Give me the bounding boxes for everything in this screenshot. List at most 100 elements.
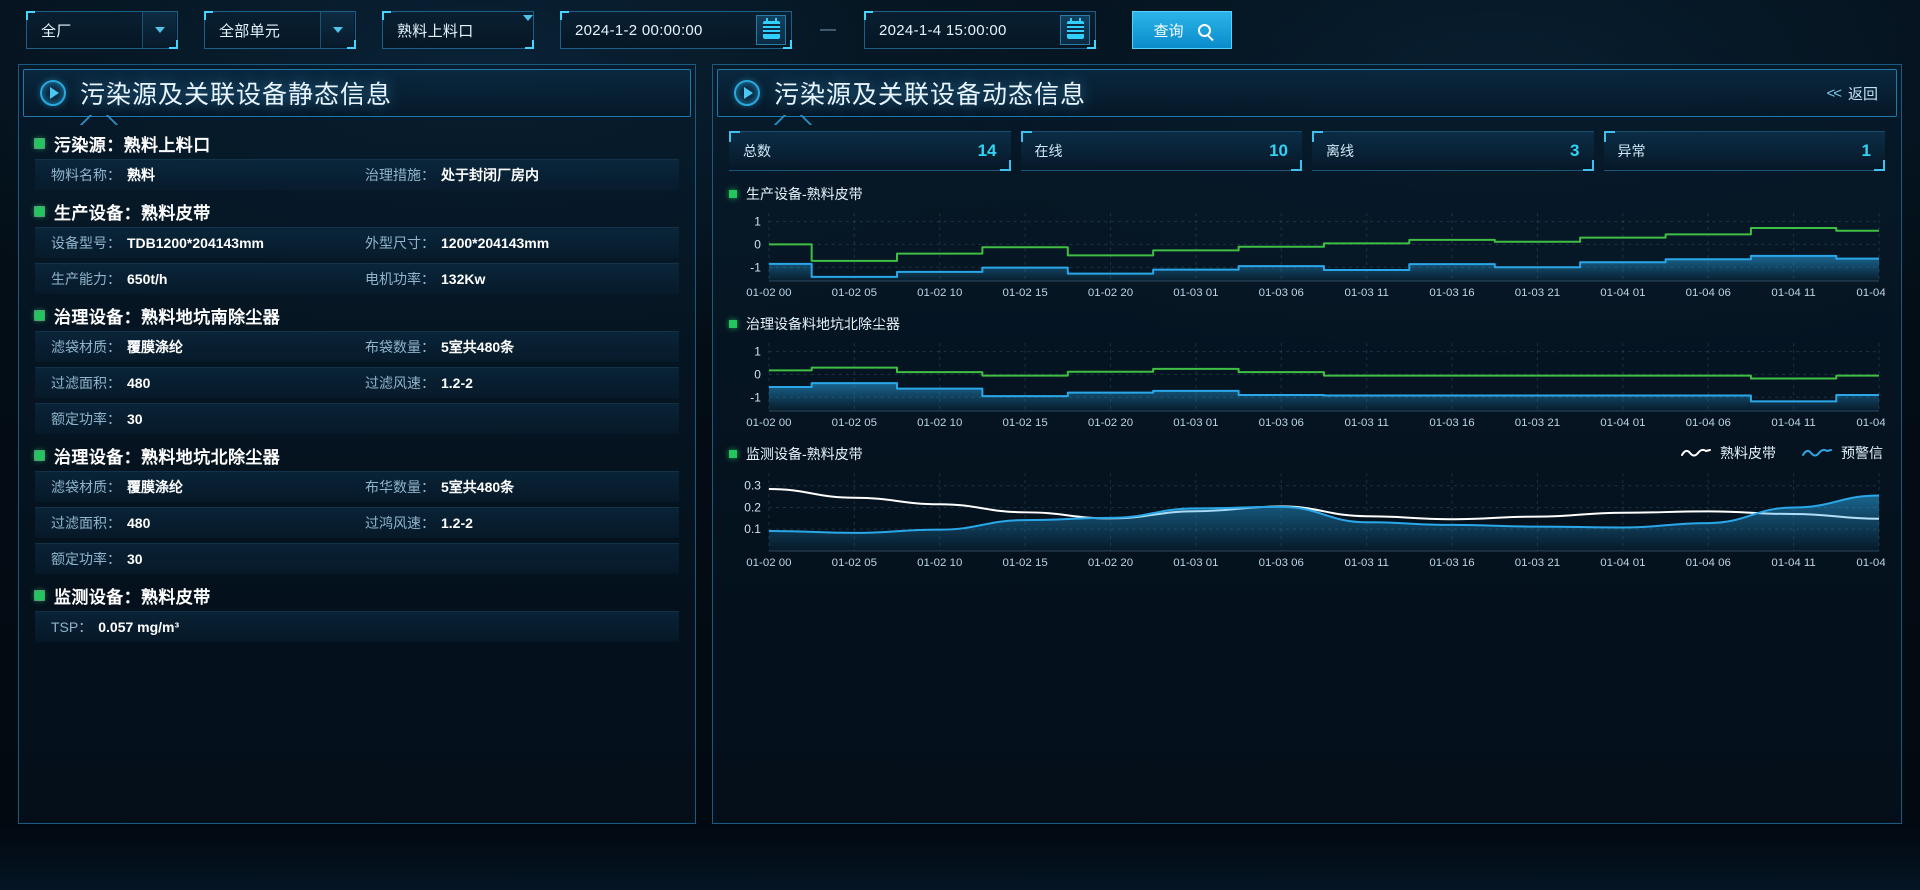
info-value: 132Kw bbox=[441, 271, 486, 287]
info-value: 0.057 mg/m³ bbox=[98, 619, 180, 635]
info-row: 过滤面积： 480 过滤风速： 1.2-2 bbox=[35, 367, 679, 398]
back-button-label: 返回 bbox=[1847, 85, 1878, 103]
play-icon bbox=[734, 80, 760, 106]
y-tick-label: -1 bbox=[750, 260, 761, 274]
unit-select[interactable]: 全部单元 bbox=[204, 11, 356, 49]
filter-toolbar: 全厂 全部单元 熟料上料口 2024-1-2 00:00:00 — 2024-1… bbox=[0, 0, 1920, 60]
section-heading: 治理设备：熟料地坑北除尘器 bbox=[34, 439, 679, 471]
chevron-down-icon[interactable] bbox=[320, 12, 354, 48]
legend-item[interactable]: 熟料皮带 bbox=[1681, 443, 1776, 463]
static-info-title: 污染源及关联设备静态信息 bbox=[80, 81, 393, 109]
charts-container: 生产设备-熟料皮带 1 0 -1 01-02 00 01-02 05 01-02 10 01-… bbox=[713, 181, 1901, 571]
info-cell: 额定功率： 30 bbox=[51, 409, 679, 429]
static-info-panel: 污染源及关联设备静态信息 污染源：熟料上料口 物料名称： 熟料 治理措施： 处于封闭厂房… bbox=[18, 64, 696, 824]
static-info-list: 污染源：熟料上料口 物料名称： 熟料 治理措施： 处于封闭厂房内 生产设备：熟料皮带 设备型… bbox=[34, 127, 679, 642]
legend-label: 预警信 bbox=[1841, 445, 1883, 461]
back-chevron-icon: << bbox=[1826, 84, 1841, 102]
info-value: 30 bbox=[127, 551, 143, 567]
info-cell: 设备型号： TDB1200*204143mm bbox=[51, 233, 365, 253]
chart-plot: 1 0 -1 01-02 00 01-02 05 01-02 10 01-02 15 01-0… bbox=[746, 343, 1885, 429]
x-tick-label: 01-03 16 bbox=[1429, 417, 1474, 429]
x-tick-label: 01-02 20 bbox=[1088, 557, 1133, 569]
info-key: 布袋数量： bbox=[365, 339, 435, 355]
chart-block: 生产设备-熟料皮带 1 0 -1 01-02 00 01-02 05 01-02 10 01-… bbox=[729, 181, 1885, 301]
x-tick-label: 01-04 11 bbox=[1771, 287, 1815, 299]
series-line bbox=[768, 382, 1880, 403]
info-key: 外型尺寸： bbox=[365, 235, 435, 251]
info-key: 过滤面积： bbox=[51, 375, 121, 391]
calendar-icon[interactable] bbox=[756, 15, 786, 45]
end-date-input[interactable]: 2024-1-4 15:00:00 bbox=[864, 11, 1096, 49]
series-line bbox=[768, 227, 1880, 262]
series-area bbox=[768, 495, 1880, 551]
stat-box[interactable]: 异常 1 bbox=[1603, 131, 1885, 171]
x-tick-label: 01-03 06 bbox=[1259, 287, 1304, 299]
plant-select[interactable]: 全厂 bbox=[26, 11, 178, 49]
stat-value: 1 bbox=[1861, 141, 1871, 160]
date-range-separator: — bbox=[820, 21, 836, 38]
x-tick-label: 01-03 21 bbox=[1515, 557, 1560, 569]
info-key: 额定功率： bbox=[51, 551, 121, 567]
stat-box[interactable]: 在线 10 bbox=[1020, 131, 1302, 171]
info-value: 处于封闭厂房内 bbox=[441, 167, 539, 183]
stat-value: 3 bbox=[1570, 141, 1580, 160]
info-row: 生产能力： 650t/h 电机功率： 132Kw bbox=[35, 263, 679, 294]
x-tick-label: 01-02 00 bbox=[746, 557, 791, 569]
y-tick-label: 1 bbox=[754, 215, 761, 229]
x-tick-label: 01-02 10 bbox=[917, 557, 962, 569]
x-tick-label: 01-04 11 bbox=[1771, 557, 1815, 569]
device-status-stats: 总数 14 在线 10 离线 3 异常 1 bbox=[729, 131, 1885, 171]
legend-item[interactable]: 预警信 bbox=[1802, 443, 1883, 463]
info-row: 过滤面积： 480 过鸿风速： 1.2-2 bbox=[35, 507, 679, 538]
info-row: 物料名称： 熟料 治理措施： 处于封闭厂房内 bbox=[35, 159, 679, 190]
search-button[interactable]: 查询 bbox=[1132, 11, 1232, 49]
section-heading-label: 治理设备：熟料地坑北除尘器 bbox=[54, 447, 281, 467]
y-tick-label: 0.1 bbox=[744, 522, 761, 536]
chevron-down-icon[interactable] bbox=[523, 15, 533, 39]
info-cell: 布华数量： 5室共480条 bbox=[365, 477, 679, 497]
info-cell: 生产能力： 650t/h bbox=[51, 269, 365, 289]
info-row: TSP： 0.057 mg/m³ bbox=[35, 611, 679, 642]
y-tick-label: 1 bbox=[754, 345, 761, 359]
info-key: 过鸿风速： bbox=[365, 515, 435, 531]
x-tick-label: 01-04 01 bbox=[1600, 287, 1645, 299]
dynamic-info-panel: 污染源及关联设备动态信息 << 返回 总数 14 在线 10 离线 3 异常 1 生产设备-熟… bbox=[712, 64, 1902, 824]
info-value: 1.2-2 bbox=[441, 515, 473, 531]
stat-box[interactable]: 总数 14 bbox=[729, 131, 1011, 171]
back-button[interactable]: << 返回 bbox=[1826, 83, 1878, 104]
section-heading: 污染源：熟料上料口 bbox=[34, 127, 679, 159]
x-tick-label: 01-02 10 bbox=[917, 287, 962, 299]
legend-swatch-icon bbox=[1802, 448, 1832, 457]
info-row: 额定功率： 30 bbox=[35, 403, 679, 434]
info-key: 治理措施： bbox=[365, 167, 435, 183]
info-cell: 滤袋材质： 覆膜涤纶 bbox=[51, 477, 365, 497]
info-key: 额定功率： bbox=[51, 411, 121, 427]
section-heading-label: 监测设备：熟料皮带 bbox=[54, 587, 211, 607]
x-tick-label: 01-02 00 bbox=[746, 287, 791, 299]
source-select[interactable]: 熟料上料口 bbox=[382, 11, 534, 49]
stat-box[interactable]: 离线 3 bbox=[1312, 131, 1594, 171]
info-cell: 过滤风速： 1.2-2 bbox=[365, 373, 679, 393]
bullet-icon bbox=[34, 589, 45, 601]
info-value: 30 bbox=[127, 411, 143, 427]
stat-label: 总数 bbox=[743, 143, 771, 159]
x-tick-label: 01-02 10 bbox=[917, 417, 962, 429]
x-tick-label: 01-04 15 bbox=[1856, 557, 1885, 569]
x-tick-label: 01-03 16 bbox=[1429, 557, 1474, 569]
start-date-input[interactable]: 2024-1-2 00:00:00 bbox=[560, 11, 792, 49]
info-value: 480 bbox=[127, 515, 151, 531]
legend-label: 熟料皮带 bbox=[1720, 445, 1776, 461]
x-tick-label: 01-03 06 bbox=[1259, 557, 1304, 569]
bullet-icon bbox=[34, 137, 45, 149]
x-tick-label: 01-03 01 bbox=[1173, 557, 1218, 569]
chart-block: 监测设备-熟料皮带 熟料皮带 预警信 0.3 0.2 0.1 01-02 00 01-02 0… bbox=[729, 441, 1885, 571]
bullet-icon bbox=[34, 205, 45, 217]
x-tick-label: 01-03 01 bbox=[1173, 287, 1218, 299]
info-key: 滤袋材质： bbox=[51, 339, 121, 355]
section-heading-label: 污染源：熟料上料口 bbox=[54, 135, 211, 155]
chevron-down-icon[interactable] bbox=[142, 12, 176, 48]
search-button-label: 查询 bbox=[1153, 22, 1184, 40]
x-tick-label: 01-03 11 bbox=[1344, 417, 1388, 429]
section-heading: 治理设备：熟料地坑南除尘器 bbox=[34, 299, 679, 331]
calendar-icon[interactable] bbox=[1060, 15, 1090, 45]
